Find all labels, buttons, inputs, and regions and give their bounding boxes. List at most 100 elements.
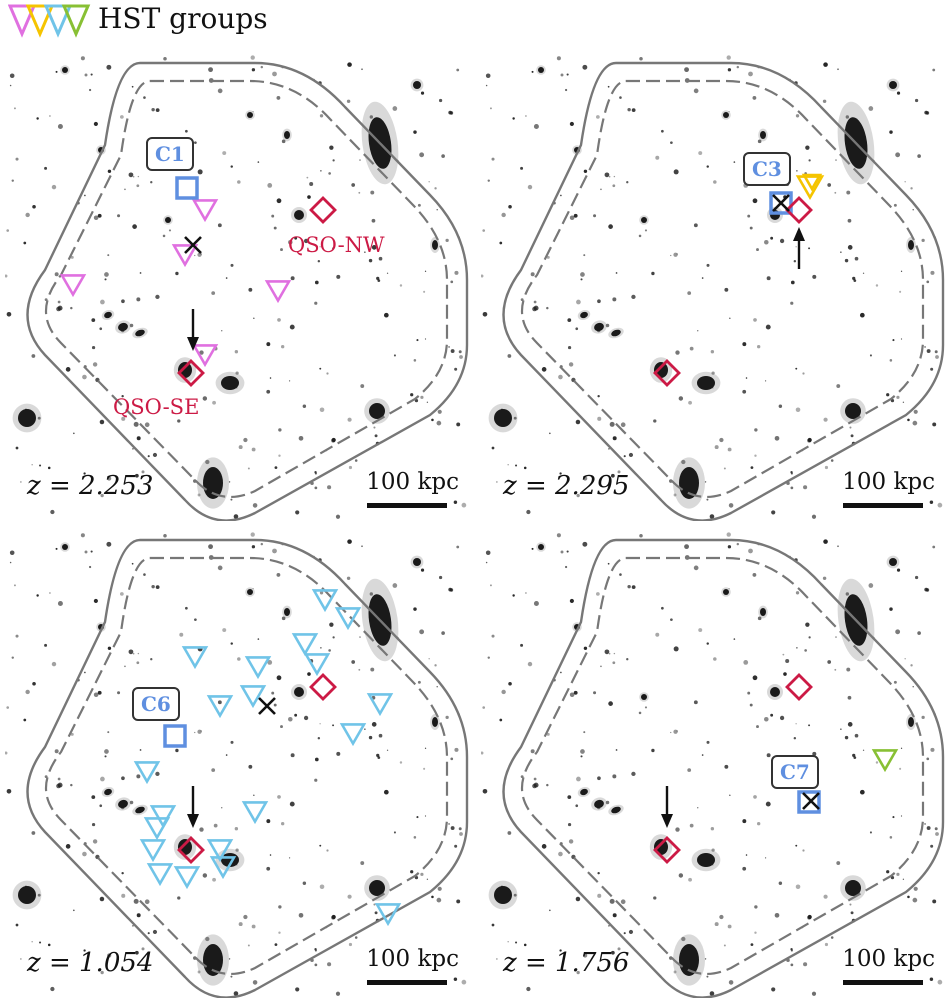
galaxy — [520, 166, 524, 170]
galaxy — [177, 419, 181, 423]
bright-galaxy — [62, 544, 68, 550]
galaxy — [57, 600, 63, 606]
bright-galaxy — [18, 409, 36, 427]
galaxy — [431, 418, 434, 422]
galaxy — [546, 306, 549, 310]
galaxy — [364, 251, 366, 253]
galaxy — [575, 327, 579, 331]
galaxy — [675, 350, 680, 355]
galaxy — [20, 481, 22, 483]
galaxy — [714, 922, 719, 927]
galaxy — [14, 107, 16, 110]
group-triangle — [264, 280, 292, 304]
galaxy — [332, 247, 335, 250]
galaxy — [673, 729, 678, 734]
galaxy — [558, 374, 563, 380]
arrow-up-icon — [793, 227, 805, 241]
galaxy — [136, 297, 141, 302]
galaxy — [434, 187, 437, 190]
galaxy — [508, 682, 512, 686]
galaxy — [288, 857, 291, 859]
galaxy — [481, 274, 484, 278]
galaxy — [533, 777, 537, 781]
galaxy — [496, 481, 498, 483]
galaxy — [693, 223, 698, 228]
galaxy — [727, 447, 732, 452]
galaxy — [835, 159, 837, 161]
galaxy — [289, 324, 295, 330]
galaxy — [119, 592, 124, 596]
galaxy — [309, 182, 314, 187]
galaxy — [290, 276, 295, 281]
galaxy — [573, 690, 578, 695]
galaxy — [393, 354, 396, 357]
galaxy — [932, 545, 936, 549]
arrow-down-icon — [187, 337, 199, 351]
bright-galaxy — [294, 687, 304, 697]
galaxy — [742, 342, 747, 347]
galaxy — [121, 776, 125, 781]
galaxy — [779, 715, 785, 721]
outer-contour — [502, 61, 945, 521]
galaxy — [733, 638, 736, 640]
galaxy — [238, 445, 243, 450]
galaxy — [673, 970, 677, 974]
galaxy — [143, 96, 146, 99]
bright-galaxy — [611, 329, 621, 337]
cluster-box — [797, 790, 821, 814]
galaxy — [704, 958, 707, 960]
galaxy — [378, 256, 383, 261]
bright-galaxy — [770, 687, 780, 697]
galaxy — [369, 592, 374, 596]
galaxy — [163, 56, 167, 61]
galaxy — [770, 713, 774, 717]
group-triangle — [149, 805, 177, 829]
galaxy — [482, 706, 486, 709]
galaxy — [205, 936, 210, 942]
galaxy — [765, 801, 771, 807]
galaxy — [194, 141, 197, 145]
redshift-label: z = 2.295 — [503, 471, 630, 501]
galaxy — [368, 735, 373, 740]
galaxy — [6, 706, 10, 709]
galaxy — [859, 789, 865, 795]
galaxy — [811, 514, 817, 519]
galaxy — [600, 665, 602, 668]
galaxy — [230, 975, 233, 978]
galaxy — [840, 728, 842, 730]
galaxy — [416, 339, 419, 342]
galaxy — [670, 254, 672, 257]
galaxy — [795, 407, 801, 413]
galaxy — [770, 236, 774, 240]
galaxy — [331, 437, 336, 443]
galaxy — [900, 815, 903, 817]
galaxy — [620, 422, 626, 428]
galaxy — [752, 198, 758, 204]
galaxy — [271, 691, 275, 695]
galaxy — [317, 736, 321, 740]
qso-nw-marker — [309, 196, 337, 224]
galaxy — [314, 280, 319, 285]
galaxy — [448, 110, 453, 115]
galaxy — [104, 755, 107, 758]
galaxy — [795, 884, 801, 890]
galaxy — [706, 165, 709, 168]
galaxy — [849, 903, 852, 906]
galaxy — [812, 751, 817, 756]
galaxy — [822, 576, 827, 581]
galaxy — [434, 664, 437, 667]
galaxy — [205, 459, 210, 465]
galaxy — [638, 234, 642, 238]
galaxy — [136, 774, 141, 779]
galaxy — [238, 922, 243, 927]
galaxy — [269, 377, 272, 379]
galaxy — [37, 893, 41, 897]
galaxy — [194, 618, 197, 622]
galaxy — [661, 129, 664, 133]
galaxy — [320, 647, 322, 649]
galaxy — [765, 324, 771, 330]
cluster-box — [175, 176, 199, 200]
galaxy — [450, 349, 455, 353]
galaxy — [319, 884, 325, 890]
galaxy — [892, 339, 895, 342]
